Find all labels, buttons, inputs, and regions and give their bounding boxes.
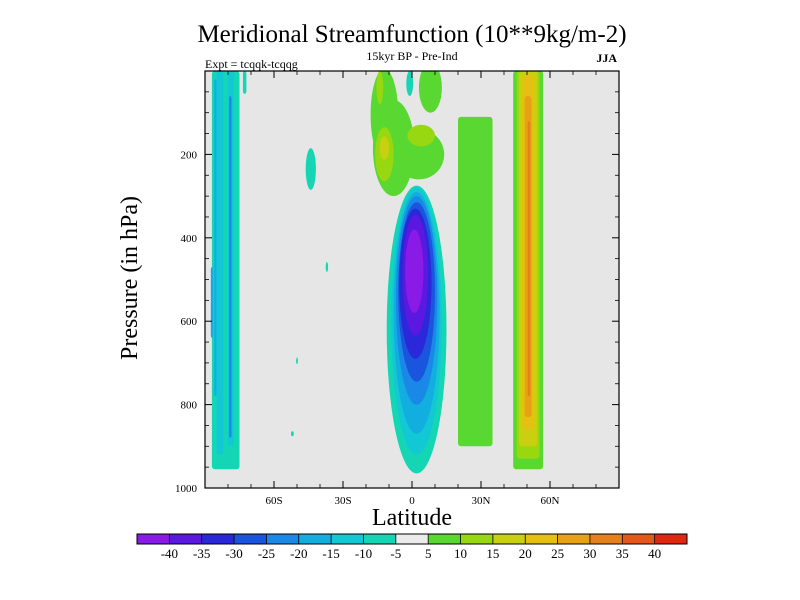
colorbar-swatch <box>331 534 364 544</box>
colorbar-swatch <box>169 534 202 544</box>
colorbar-swatch <box>363 534 397 544</box>
contour-patch <box>406 71 414 96</box>
colorbar-label: 25 <box>551 546 564 561</box>
contour-band <box>214 79 217 397</box>
y-tick-label: 1000 <box>175 483 198 495</box>
colorbar-label: -10 <box>355 546 372 561</box>
colorbar-swatch <box>622 534 655 544</box>
colorbar-label: -30 <box>225 546 242 561</box>
colorbar-label: 30 <box>583 546 596 561</box>
colorbar-swatch <box>492 534 526 544</box>
contour-band <box>229 96 232 438</box>
colorbar-swatch <box>395 534 429 544</box>
contour-patch <box>407 124 436 147</box>
x-tick-label: 60S <box>265 495 282 507</box>
contour-patch <box>379 136 389 160</box>
chart-subtitle: 15kyr BP - Pre-Ind <box>366 49 457 63</box>
colorbar-swatch <box>557 534 591 544</box>
colorbar-swatch <box>525 534 558 544</box>
colorbar-label: 35 <box>616 546 629 561</box>
x-tick-label: 60N <box>541 495 560 507</box>
colorbar-label: -40 <box>161 546 178 561</box>
colorbar-frame <box>136 533 688 545</box>
colorbar-swatch <box>266 534 300 544</box>
contour-layer <box>210 71 544 474</box>
contour-patch <box>325 262 329 272</box>
y-tick-label: 600 <box>181 316 198 328</box>
colorbar-label: 20 <box>519 546 532 561</box>
colorbar-label: -25 <box>258 546 275 561</box>
contour-patch <box>291 431 294 437</box>
colorbar-label: 10 <box>454 546 467 561</box>
contour-band <box>458 116 493 447</box>
contour-patch <box>376 71 384 105</box>
contour-patch <box>296 357 298 365</box>
x-axis-label: Latitude <box>372 505 452 531</box>
contour-band <box>210 267 214 338</box>
y-tick-label: 800 <box>181 400 198 412</box>
colorbar-label: -35 <box>193 546 210 561</box>
y-axis-label: Pressure (in hPa) <box>117 196 143 360</box>
y-tick-label: 200 <box>181 149 198 161</box>
contour-band <box>527 121 531 397</box>
colorbar-swatch <box>137 534 170 544</box>
contour-patch <box>418 71 442 113</box>
x-axis: 60S 30S 0 30N 60N <box>227 71 597 507</box>
contour-band <box>242 71 247 94</box>
colorbar-label: -15 <box>322 546 339 561</box>
colorbar-swatch <box>654 534 688 544</box>
x-tick-label: 0 <box>409 495 415 507</box>
plot-area: 60S 30S 0 30N 60N 200 400 600 800 1000 <box>175 70 620 507</box>
x-tick-label: 30S <box>334 495 351 507</box>
chart-title: Meridional Streamfunction (10**9kg/m-2) <box>197 21 626 48</box>
colorbar-label: 40 <box>648 546 661 561</box>
colorbar: -40 -35 -30 -25 -20 -15 -10 -5 5 10 15 20 25 30 35 40 <box>136 533 688 561</box>
colorbar-label: -20 <box>290 546 307 561</box>
colorbar-swatch <box>589 534 623 544</box>
contour-band <box>216 71 224 455</box>
season-label: JJA <box>596 51 617 65</box>
contour-patch <box>471 121 486 147</box>
colorbar-label: -5 <box>390 546 401 561</box>
colorbar-swatch <box>460 534 494 544</box>
y-axis: 200 400 600 800 1000 <box>175 91 619 495</box>
colorbar-label: 5 <box>425 546 432 561</box>
contour-patch <box>305 148 316 190</box>
contour-patch <box>405 229 424 313</box>
colorbar-swatch <box>201 534 235 544</box>
colorbar-swatch <box>234 534 267 544</box>
colorbar-swatch <box>298 534 332 544</box>
experiment-label: Expt = tcqqk-tcqqg <box>205 57 298 71</box>
x-tick-label: 30N <box>472 495 491 507</box>
colorbar-label: 15 <box>486 546 499 561</box>
colorbar-swatch <box>428 534 461 544</box>
y-tick-label: 400 <box>181 233 198 245</box>
